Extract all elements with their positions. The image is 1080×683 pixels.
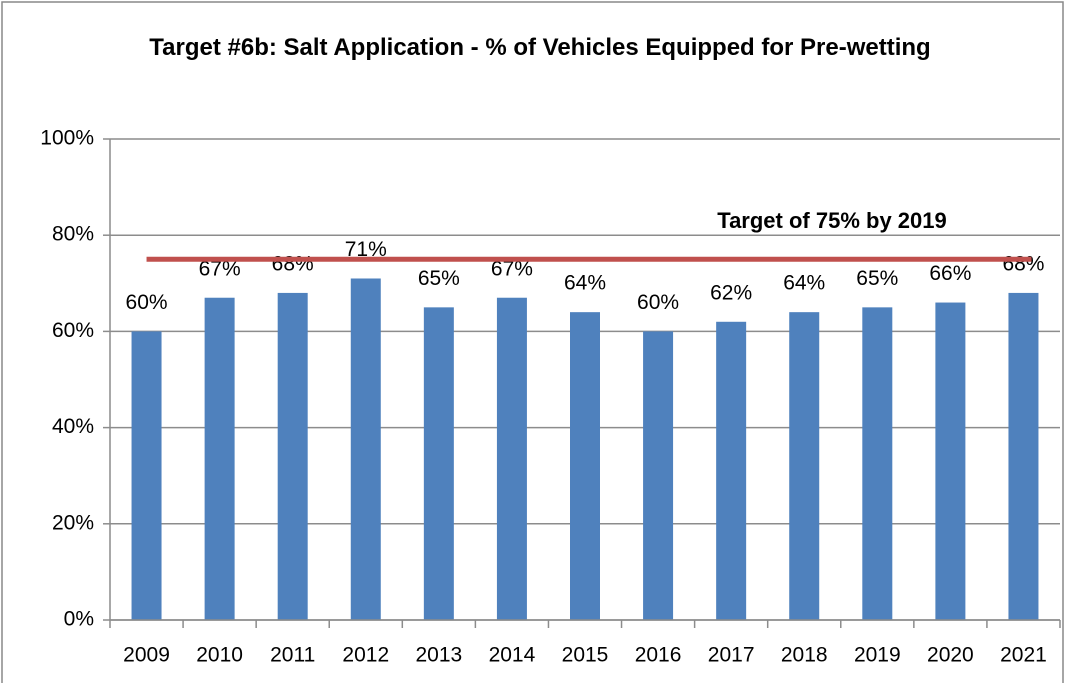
data-label: 60% (126, 291, 168, 314)
data-label: 67% (199, 257, 241, 280)
x-tick-label: 2009 (123, 644, 170, 667)
x-tick-label: 2018 (781, 644, 828, 667)
chart-title: Target #6b: Salt Application - % of Vehi… (149, 34, 931, 61)
x-tick-label: 2014 (489, 644, 536, 667)
x-tick-label: 2021 (1000, 644, 1047, 667)
y-tick-label: 20% (52, 511, 94, 534)
x-tick-label: 2019 (854, 644, 901, 667)
data-label: 64% (564, 272, 606, 295)
data-label: 62% (710, 281, 752, 304)
bar (131, 331, 162, 620)
data-label: 68% (1002, 252, 1044, 275)
y-tick-label: 100% (40, 127, 94, 150)
bar (570, 312, 600, 620)
bar (496, 297, 527, 620)
x-tick-label: 2013 (415, 644, 462, 667)
bar (277, 292, 308, 620)
bar (935, 302, 966, 620)
bar (643, 331, 674, 620)
x-tick-label: 2012 (342, 644, 389, 667)
y-tick-label: 60% (52, 319, 94, 342)
x-tick-label: 2011 (270, 644, 315, 667)
x-tick-label: 2017 (708, 644, 755, 667)
y-tick-label: 40% (52, 415, 94, 438)
target-label: Target of 75% by 2019 (717, 208, 946, 233)
bar (350, 278, 381, 620)
bar (862, 307, 893, 620)
bar (204, 297, 235, 620)
x-tick-label: 2016 (635, 644, 682, 667)
data-label: 68% (272, 252, 314, 275)
data-label: 65% (856, 267, 898, 290)
bar (1008, 292, 1039, 620)
y-tick-label: 80% (52, 223, 94, 246)
x-tick-label: 2015 (562, 644, 609, 667)
data-label: 64% (783, 272, 825, 295)
data-label: 66% (929, 262, 971, 285)
x-tick-label: 2010 (196, 644, 243, 667)
data-label: 71% (345, 238, 387, 261)
bar (789, 312, 820, 620)
bar (716, 321, 747, 620)
x-tick-label: 2020 (927, 644, 974, 667)
data-label: 67% (491, 257, 533, 280)
bar (423, 307, 454, 620)
data-label: 60% (637, 291, 679, 314)
y-tick-label: 0% (64, 608, 94, 631)
data-label: 65% (418, 267, 460, 290)
